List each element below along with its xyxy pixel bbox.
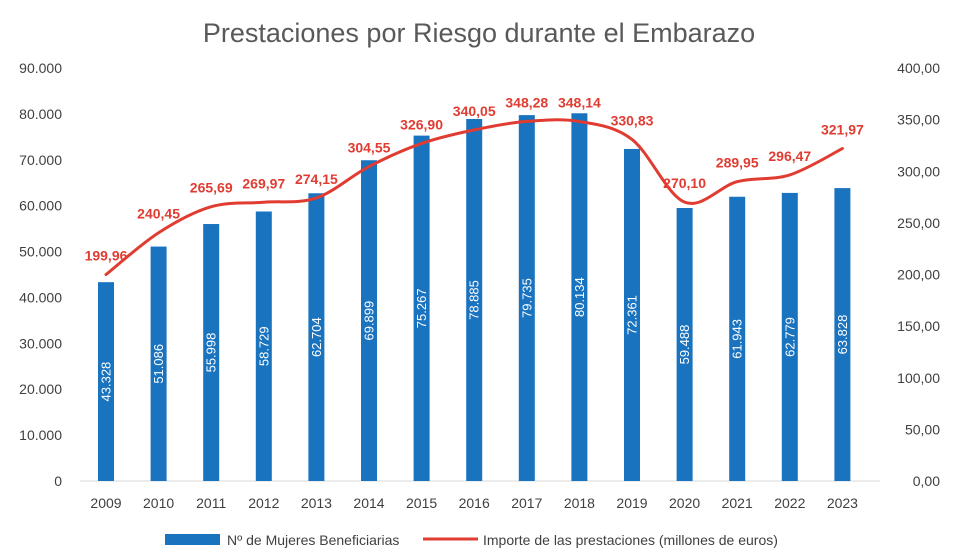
right-axis-ticks: 0,00 50,00 100,00 150,00 200,00 250,00 300,00 3…	[897, 60, 940, 489]
bar-series	[98, 113, 851, 482]
x-tick-label: 2013	[301, 495, 332, 511]
right-tick-label: 0,00	[913, 473, 940, 489]
line-series	[104, 118, 844, 277]
left-tick-label: 50.000	[19, 244, 62, 260]
bar	[781, 192, 798, 482]
x-tick-label: 2023	[827, 495, 858, 511]
x-tick-label: 2009	[90, 495, 121, 511]
bar	[571, 113, 588, 481]
legend-label-line: Importe de las prestaciones (millones de…	[483, 532, 778, 548]
bar	[624, 148, 640, 481]
x-tick-label: 2018	[564, 495, 595, 511]
line-value-label: 240,45	[137, 206, 180, 222]
left-tick-label: 40.000	[19, 289, 62, 305]
x-tick-label: 2014	[353, 495, 384, 511]
bar-value-label: 58.729	[256, 326, 271, 366]
right-tick-label: 350,00	[897, 112, 940, 128]
right-tick-label: 100,00	[897, 370, 940, 386]
line-value-label: 296,47	[768, 148, 811, 164]
x-tick-label: 2017	[511, 495, 542, 511]
line-value-label: 199,96	[85, 248, 128, 264]
bar-value-label: 78.885	[467, 280, 482, 320]
left-axis-ticks: 0 10.000 20.000 30.000 40.000 50.000 60.000 70.…	[19, 60, 62, 489]
line-value-label: 321,97	[821, 122, 864, 138]
bar	[255, 211, 272, 481]
line-value-label: 265,69	[190, 180, 233, 196]
right-tick-label: 200,00	[897, 267, 940, 283]
bar-value-label: 62.779	[782, 317, 797, 357]
left-tick-label: 80.000	[19, 106, 62, 122]
x-tick-label: 2021	[722, 495, 753, 511]
bar-value-label: 79.735	[519, 278, 534, 318]
legend-swatch-bars	[165, 534, 220, 545]
left-tick-label: 30.000	[19, 335, 62, 351]
bar-value-label: 80.134	[572, 277, 587, 317]
bar	[308, 193, 325, 482]
line-value-label: 340,05	[453, 103, 496, 119]
left-tick-label: 10.000	[19, 427, 62, 443]
line-value-label: 289,95	[716, 155, 759, 171]
x-tick-label: 2016	[459, 495, 490, 511]
line-value-label: 326,90	[400, 116, 443, 132]
x-tick-label: 2019	[616, 495, 647, 511]
bar-value-label: 72.361	[625, 295, 640, 335]
right-tick-label: 400,00	[897, 60, 940, 76]
line-value-label: 348,28	[505, 94, 548, 110]
right-tick-label: 300,00	[897, 163, 940, 179]
left-tick-label: 90.000	[19, 60, 62, 76]
legend: Nº de Mujeres Beneficiarias Importe de l…	[165, 532, 778, 548]
bar-value-label: 61.943	[730, 319, 745, 359]
bar-value-label: 59.488	[677, 325, 692, 365]
left-tick-label: 70.000	[19, 152, 62, 168]
line-value-label: 270,10	[663, 175, 706, 191]
line-value-label: 274,15	[295, 171, 338, 187]
bar	[466, 119, 483, 482]
bar-value-label: 55.998	[204, 333, 219, 373]
left-tick-label: 60.000	[19, 198, 62, 214]
line-value-label: 330,83	[611, 112, 654, 128]
bar	[518, 115, 535, 481]
bar-labels: 43.328 51.086 55.998 58.729 62.704 69.899 75.2…	[99, 277, 850, 401]
bar	[413, 135, 430, 481]
x-tick-label: 2011	[196, 495, 226, 511]
bar-value-label: 75.267	[414, 288, 429, 328]
bar-value-label: 69.899	[362, 301, 377, 341]
line-value-label: 348,14	[558, 95, 601, 111]
x-axis-ticks: 2009 2010 2011 2012 2013 2014 2015 2016 2017 2018…	[90, 495, 858, 511]
legend-label-bars: Nº de Mujeres Beneficiarias	[227, 532, 399, 548]
left-tick-label: 0	[54, 473, 62, 489]
line-value-label: 269,97	[242, 175, 285, 191]
x-tick-label: 2015	[406, 495, 437, 511]
bar	[834, 188, 851, 481]
left-tick-label: 20.000	[19, 381, 62, 397]
bar-value-label: 43.328	[99, 362, 114, 402]
bar-value-label: 51.086	[151, 344, 166, 384]
bar	[203, 224, 220, 481]
line-value-label: 304,55	[348, 140, 391, 156]
right-tick-label: 150,00	[897, 318, 940, 334]
bar	[150, 246, 167, 481]
x-tick-label: 2012	[248, 495, 279, 511]
bar	[676, 208, 693, 481]
bar	[361, 160, 377, 481]
bar-value-label: 62.704	[309, 317, 324, 357]
x-tick-label: 2010	[143, 495, 174, 511]
x-tick-label: 2022	[774, 495, 805, 511]
line-labels: 199,96 240,45 265,69 269,97 274,15 304,55 326,…	[85, 94, 864, 263]
right-tick-label: 250,00	[897, 215, 940, 231]
bar-value-label: 63.828	[835, 315, 850, 355]
right-tick-label: 50,00	[905, 421, 940, 437]
bar	[729, 196, 746, 481]
chart-title: Prestaciones por Riesgo durante el Embar…	[203, 18, 755, 48]
bar	[98, 282, 114, 481]
x-tick-label: 2020	[669, 495, 700, 511]
